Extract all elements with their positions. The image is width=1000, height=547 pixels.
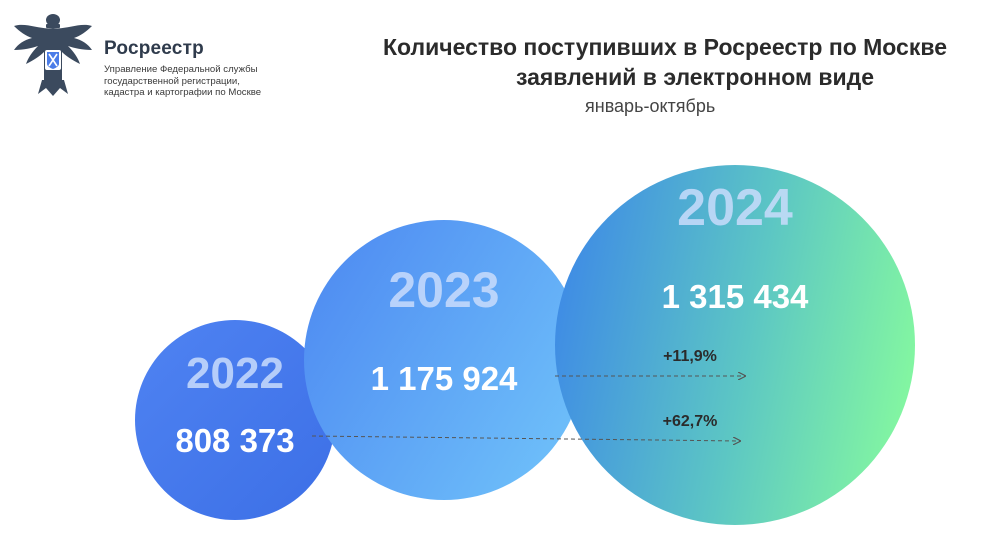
value-label-2022: 808 373	[175, 422, 294, 459]
org-desc-line: кадастра и картографии по Москве	[104, 87, 262, 98]
org-name: Росреестр	[104, 38, 204, 59]
growth-label-2023-2024: +11,9%	[663, 348, 717, 365]
growth-arrow-2022-2024	[311, 435, 740, 441]
bubble-2024	[555, 165, 915, 525]
eagle-emblem-icon	[14, 14, 92, 96]
title-line-1: Количество поступивших в Росреестр по Мо…	[383, 34, 947, 60]
org-desc-line: государственной регистрации,	[104, 75, 240, 87]
header-logo: Росреестр Управление Федеральной службы …	[12, 10, 292, 100]
value-label-2023: 1 175 924	[371, 360, 518, 397]
value-label-2024: 1 315 434	[662, 278, 809, 315]
org-desc-line: Управление Федеральной службы	[104, 64, 258, 75]
org-description: Управление Федеральной службы государств…	[104, 64, 294, 99]
year-label-2024: 2024	[677, 179, 793, 237]
growth-label-2022-2024: +62,7%	[663, 413, 718, 430]
year-label-2023: 2023	[388, 262, 499, 318]
year-label-2022: 2022	[186, 349, 284, 398]
page-title: Количество поступивших в Росреестр по Мо…	[340, 32, 990, 92]
bubble-2022	[135, 320, 335, 520]
page-subtitle: январь-октябрь	[585, 96, 716, 116]
bubble-2023	[304, 220, 584, 500]
title-line-2: заявлений в электронном виде	[515, 64, 875, 90]
